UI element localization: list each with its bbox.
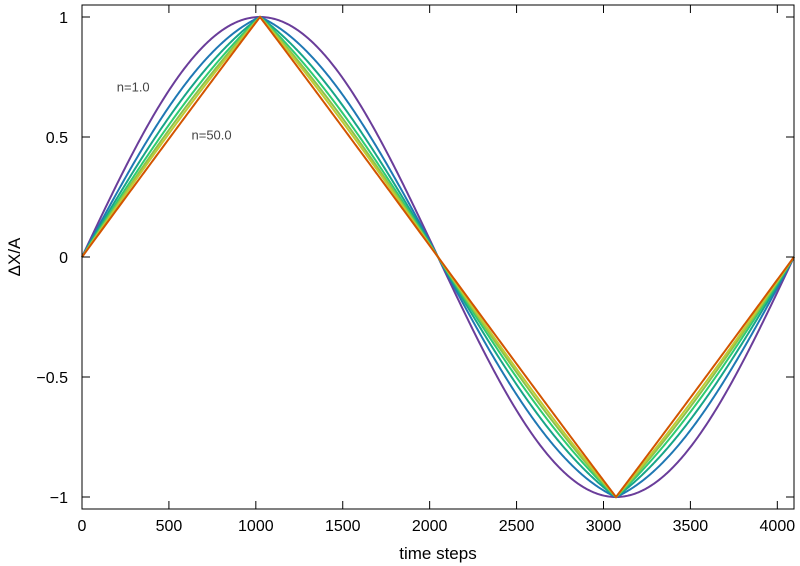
series-layer [81, 15, 795, 499]
annotation-0: n=1.0 [117, 79, 150, 94]
x-tick-label-6: 3000 [586, 518, 622, 535]
y-tick-label-1: −0.5 [36, 370, 68, 387]
annotation-layer: n=1.0 n=50.0 [117, 79, 232, 142]
y-axis-label: ΔX/A [5, 237, 24, 276]
y-tick-label-4: 1 [59, 10, 68, 27]
x-tick-label-2: 1000 [238, 518, 274, 535]
x-tick-label-1: 500 [156, 518, 183, 535]
x-tick-label-8: 4000 [760, 518, 796, 535]
y-tick-label-3: 0.5 [46, 130, 68, 147]
y-tick-label-0: −1 [50, 490, 68, 507]
annotation-1: n=50.0 [192, 127, 232, 142]
series-line-6 [81, 15, 795, 499]
x-tick-label-3: 1500 [325, 518, 361, 535]
x-tick-label-4: 2000 [412, 518, 448, 535]
x-tick-label-7: 3500 [673, 518, 709, 535]
x-axis-label: time steps [399, 544, 476, 563]
x-tick-label-5: 2500 [499, 518, 535, 535]
y-tick-label-2: 0 [59, 250, 68, 267]
tick-layer: 0 500 1000 1500 2000 2500 3000 3500 4000 −1 −0.5 0 0… [36, 5, 795, 535]
x-tick-label-0: 0 [78, 518, 87, 535]
